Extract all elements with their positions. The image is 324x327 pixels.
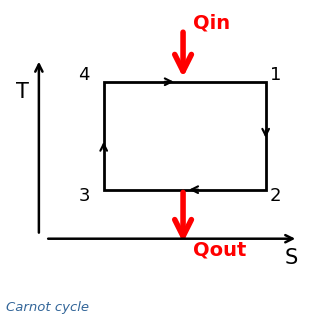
Text: Carnot cycle: Carnot cycle: [6, 301, 89, 314]
Text: 2: 2: [270, 187, 281, 205]
Text: Qin: Qin: [193, 13, 230, 32]
Bar: [104, 82, 266, 190]
Text: 4: 4: [78, 66, 90, 84]
Text: 1: 1: [270, 66, 281, 84]
Text: 3: 3: [78, 187, 90, 205]
Text: Qout: Qout: [193, 241, 246, 260]
Text: S: S: [285, 248, 298, 268]
Text: T: T: [16, 81, 29, 102]
